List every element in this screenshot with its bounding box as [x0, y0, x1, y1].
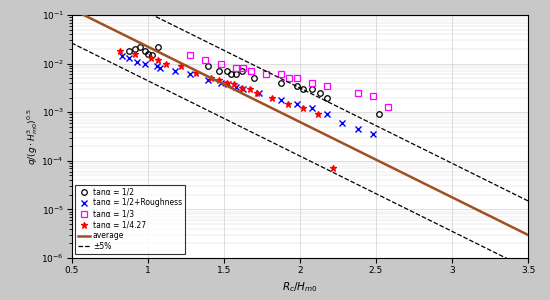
average [338, 141, 345, 145]
Legend: tanα = 1/2, tanα = 1/2+Roughness, tanα = 1/3, tanα = 1/4.27, average, ±5%: tanα = 1/2, tanα = 1/2+Roughness, tanα =… [75, 184, 185, 254]
tanα = 1/2 [251, 76, 257, 80]
tanα = 1/2 [132, 47, 139, 51]
tanα = 1/4.27 [132, 52, 139, 56]
Line: average: average [72, 9, 528, 235]
tanα = 1/4.27 [300, 106, 306, 110]
tanα = 1/4.27 [155, 58, 162, 61]
tanα = 1/4.27 [231, 82, 238, 86]
tanα = 1/3 [263, 73, 270, 76]
tanα = 1/2 [376, 112, 382, 116]
±5% [482, 178, 488, 181]
tanα = 1/4.27 [246, 87, 253, 91]
tanα = 1/2 [136, 45, 143, 49]
Y-axis label: $q/(g \cdot H_{m0}^3)^{0.5}$: $q/(g \cdot H_{m0}^3)^{0.5}$ [25, 108, 40, 165]
tanα = 1/3 [354, 91, 361, 95]
tanα = 1/2+Roughness [240, 87, 247, 91]
tanα = 1/2 [149, 53, 156, 57]
tanα = 1/3 [324, 84, 331, 88]
tanα = 1/2+Roughness [141, 62, 148, 65]
tanα = 1/4.27 [315, 112, 321, 116]
tanα = 1/2 [144, 52, 151, 56]
average [482, 212, 488, 216]
tanα = 1/3 [370, 94, 376, 98]
tanα = 1/2 [324, 96, 331, 99]
Line: tanα = 1/2+Roughness: tanα = 1/2+Roughness [119, 54, 376, 137]
average [525, 233, 531, 237]
tanα = 1/2 [233, 73, 239, 76]
tanα = 1/2+Roughness [278, 98, 285, 102]
tanα = 1/3 [309, 81, 315, 85]
tanα = 1/2+Roughness [293, 102, 300, 105]
tanα = 1/4.27 [254, 91, 261, 95]
tanα = 1/4.27 [178, 64, 184, 68]
tanα = 1/4.27 [330, 167, 337, 170]
tanα = 1/2 [300, 87, 306, 91]
tanα = 1/2 [205, 64, 212, 68]
tanα = 1/4.27 [239, 86, 245, 89]
tanα = 1/4.27 [193, 71, 200, 74]
tanα = 1/4.27 [163, 62, 169, 65]
tanα = 1/3 [240, 67, 247, 70]
average [68, 7, 75, 11]
average [70, 8, 76, 11]
tanα = 1/2+Roughness [205, 79, 212, 82]
tanα = 1/2+Roughness [354, 127, 361, 131]
±5% [348, 111, 354, 115]
average [340, 142, 346, 145]
±5% [340, 108, 346, 111]
tanα = 1/2+Roughness [187, 73, 194, 76]
Line: tanα = 1/2: tanα = 1/2 [126, 44, 382, 117]
average [453, 198, 460, 201]
tanα = 1/2 [126, 50, 133, 53]
tanα = 1/2+Roughness [324, 112, 331, 116]
tanα = 1/2 [216, 69, 222, 73]
tanα = 1/2+Roughness [134, 60, 140, 63]
tanα = 1/2 [228, 73, 234, 76]
tanα = 1/3 [286, 76, 293, 80]
X-axis label: $R_c/H_{m0}$: $R_c/H_{m0}$ [282, 280, 318, 294]
tanα = 1/4.27 [284, 102, 291, 105]
Line: ±5%: ±5% [72, 0, 528, 201]
tanα = 1/2 [278, 81, 285, 85]
tanα = 1/2 [141, 50, 148, 53]
tanα = 1/2+Roughness [225, 82, 232, 86]
tanα = 1/3 [248, 69, 254, 73]
tanα = 1/3 [217, 62, 224, 65]
tanα = 1/2 [239, 69, 245, 73]
tanα = 1/2+Roughness [370, 133, 376, 136]
tanα = 1/4.27 [269, 96, 276, 99]
tanα = 1/2 [155, 45, 162, 49]
tanα = 1/2+Roughness [255, 91, 262, 95]
±5% [525, 199, 531, 203]
tanα = 1/2 [293, 84, 300, 88]
tanα = 1/4.27 [147, 56, 154, 60]
tanα = 1/4.27 [223, 81, 230, 85]
tanα = 1/4.27 [216, 79, 222, 82]
tanα = 1/2+Roughness [126, 56, 133, 60]
tanα = 1/3 [278, 73, 285, 76]
tanα = 1/2 [309, 87, 315, 91]
tanα = 1/2+Roughness [153, 64, 160, 68]
tanα = 1/2+Roughness [217, 81, 224, 85]
tanα = 1/3 [202, 58, 208, 61]
tanα = 1/3 [293, 76, 300, 80]
tanα = 1/2+Roughness [339, 121, 345, 125]
tanα = 1/2 [223, 69, 230, 73]
tanα = 1/3 [384, 105, 391, 109]
tanα = 1/3 [187, 53, 194, 57]
tanα = 1/2+Roughness [118, 55, 125, 58]
average [348, 146, 354, 149]
Line: tanα = 1/4.27: tanα = 1/4.27 [117, 48, 337, 172]
tanα = 1/2+Roughness [156, 67, 163, 70]
tanα = 1/2+Roughness [309, 106, 315, 110]
tanα = 1/3 [233, 67, 239, 70]
tanα = 1/2+Roughness [233, 85, 239, 89]
±5% [338, 107, 345, 110]
tanα = 1/4.27 [117, 50, 124, 53]
tanα = 1/4.27 [208, 76, 215, 80]
±5% [453, 164, 460, 167]
tanα = 1/2 [316, 91, 323, 95]
tanα = 1/2+Roughness [172, 69, 178, 73]
Line: tanα = 1/3: tanα = 1/3 [188, 52, 391, 110]
